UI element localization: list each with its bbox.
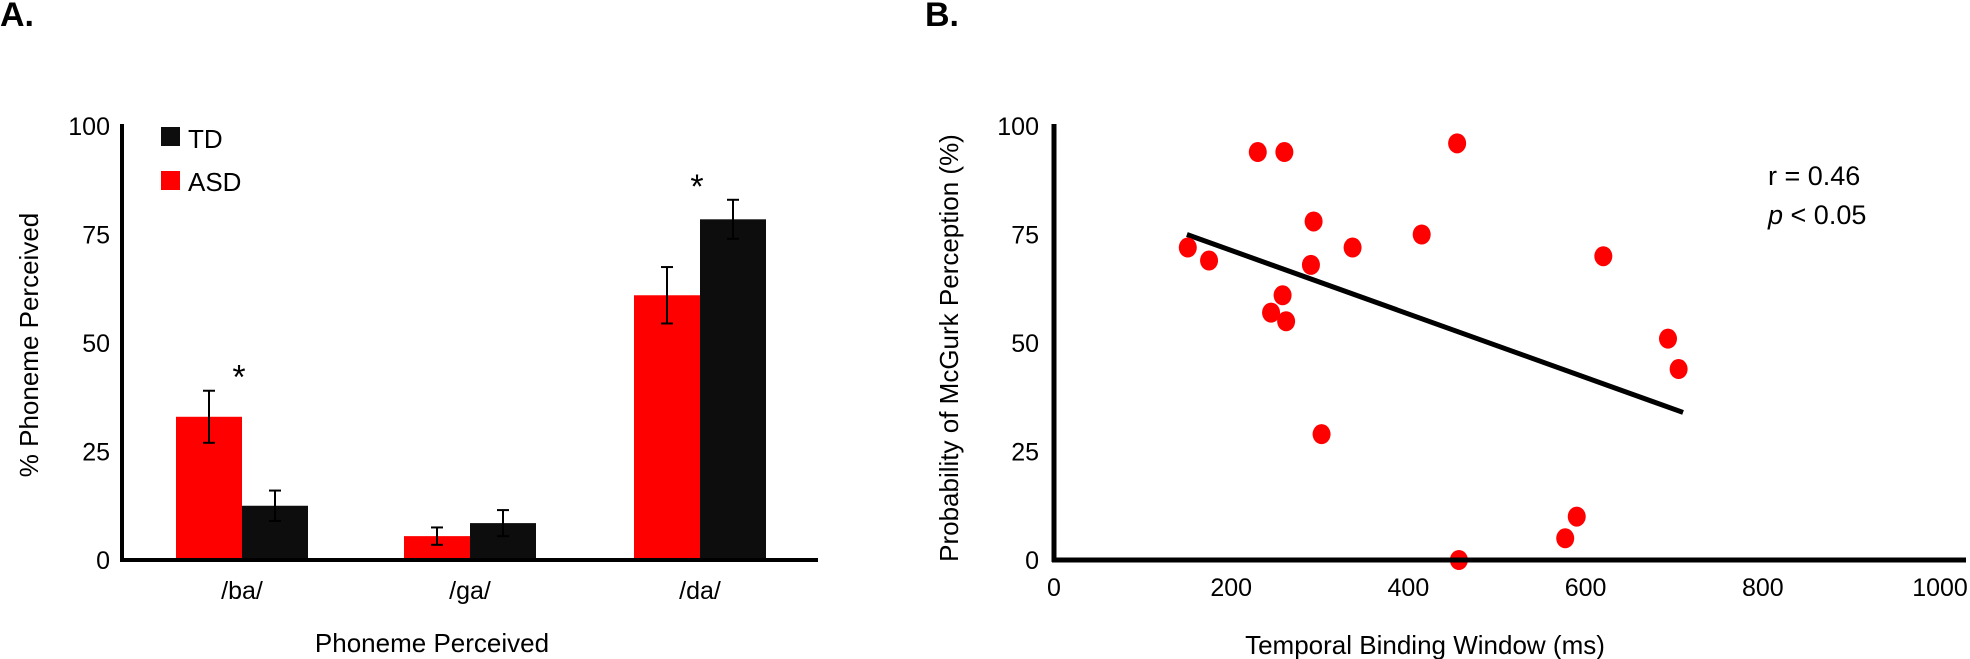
y-tick-label-25: 25 [1011,439,1039,467]
x-tick-labels: /ba/ /ga/ /da/ [221,577,721,605]
panel-b-label: B. [925,0,959,34]
y-tick-label-75: 75 [1011,222,1039,250]
legend-swatch-asd [161,171,180,190]
x-tick-label-0: /ba/ [221,577,263,605]
x-tick-label-200: 200 [1210,574,1252,602]
x-axis-title: Temporal Binding Window (ms) [1245,630,1605,659]
data-point-9 [1594,246,1613,267]
data-point-3 [1275,142,1294,163]
legend-label-asd: ASD [188,167,241,197]
x-tick-label-800: 800 [1742,574,1784,602]
data-point-14 [1669,359,1688,380]
data-points [1178,133,1688,570]
legend-swatch-td [161,127,180,146]
data-point-10 [1273,285,1292,306]
y-tick-label-75: 75 [82,222,110,250]
data-point-7 [1343,237,1362,258]
x-tick-label-1000: 1000 [1912,574,1968,602]
significance-markers: ** [232,168,703,397]
p-value-annotation: p < 0.05 [1767,200,1866,230]
x-tick-label-600: 600 [1565,574,1607,602]
x-axis-title: Phoneme Perceived [315,628,549,658]
y-tick-label-25: 25 [82,439,110,467]
data-point-8 [1412,224,1431,245]
x-tick-label-400: 400 [1388,574,1430,602]
data-point-13 [1658,328,1677,349]
bar-asd-1 [404,536,470,560]
y-tick-labels: 0 25 50 75 100 [997,113,1039,575]
y-axis-title: Probability of McGurk Perception (%) [934,134,964,562]
bars-group [176,219,766,560]
correlation-r-annotation: r = 0.46 [1768,161,1860,191]
data-point-5 [1304,211,1323,232]
significance-star-0: * [232,359,245,397]
data-point-12 [1277,311,1296,332]
data-point-0 [1178,237,1197,258]
x-tick-labels: 0 200 400 600 800 1000 [1047,574,1968,602]
y-axis-title: % Phoneme Perceived [14,213,44,477]
significance-star-2: * [690,168,703,206]
data-point-4 [1448,133,1467,154]
y-tick-label-100: 100 [68,113,110,141]
data-point-16 [1567,506,1586,527]
error-bars-group [203,198,739,546]
panel-a-label: A. [0,0,34,34]
bar-td-2 [700,219,766,560]
data-point-1 [1200,250,1219,271]
data-point-15 [1312,424,1331,445]
panel-b-scatter-plot: 0 25 50 75 100 0 200 400 600 800 1000 Temporal Bi… [934,113,1968,659]
y-tick-labels: 0 25 50 75 100 [68,113,110,575]
y-tick-label-50: 50 [82,330,110,358]
data-point-17 [1556,528,1575,549]
p-symbol: p [1767,200,1783,230]
y-tick-label-0: 0 [1025,547,1039,575]
data-point-11 [1262,302,1281,323]
legend-label-td: TD [188,124,223,154]
trend-line [1186,232,1684,415]
data-point-6 [1301,254,1320,275]
y-tick-label-100: 100 [997,113,1039,141]
y-tick-label-50: 50 [1011,330,1039,358]
y-tick-label-0: 0 [96,547,110,575]
legend: TD ASD [161,124,241,197]
data-point-2 [1248,142,1267,163]
x-tick-label-0: 0 [1047,574,1061,602]
x-tick-label-1: /ga/ [449,577,491,605]
p-threshold: < 0.05 [1783,200,1866,230]
x-tick-label-2: /da/ [679,577,721,605]
bar-asd-2 [634,295,700,560]
